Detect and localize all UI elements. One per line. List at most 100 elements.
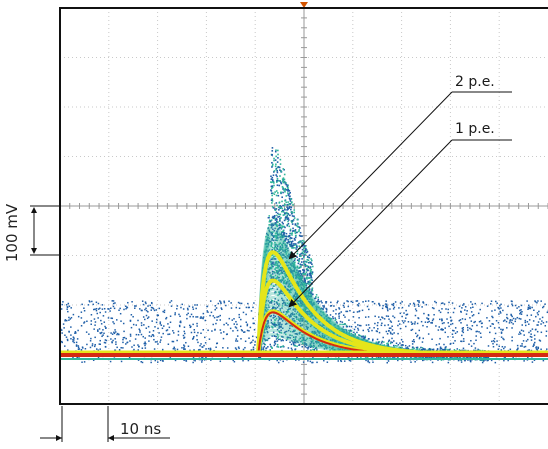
scatter-point	[430, 322, 432, 324]
scatter-point	[337, 360, 339, 362]
scatter-point	[301, 342, 304, 345]
scatter-point	[285, 330, 288, 333]
scatter-point	[272, 265, 274, 268]
scatter-point	[323, 336, 325, 339]
scatter-point	[291, 288, 293, 291]
scatter-point	[449, 348, 451, 351]
scatter-point	[315, 327, 317, 330]
scatter-point	[456, 331, 459, 333]
scatter-point	[343, 302, 345, 305]
scatter-point	[150, 301, 153, 304]
scatter-point	[293, 338, 295, 341]
scatter-point	[388, 318, 390, 320]
scatter-point	[304, 292, 307, 295]
scatter-point	[289, 234, 291, 237]
scatter-point	[285, 311, 288, 313]
scatter-point	[297, 318, 300, 320]
scatter-point	[280, 182, 283, 185]
scatter-point	[303, 271, 305, 273]
scatter-point	[305, 283, 307, 285]
scatter-point	[328, 346, 331, 349]
scatter-point	[280, 332, 283, 334]
scatter-point	[292, 265, 295, 268]
scatter-point	[301, 345, 304, 348]
scatter-point	[104, 339, 107, 341]
scatter-point	[114, 349, 116, 351]
scatter-point	[470, 345, 473, 347]
scatter-point	[270, 181, 273, 184]
scatter-point	[95, 348, 98, 350]
scatter-point	[375, 330, 378, 332]
scatter-point	[268, 249, 271, 251]
scatter-point	[83, 310, 86, 312]
scatter-point	[463, 340, 465, 342]
scatter-point	[277, 322, 279, 324]
scatter-point	[187, 345, 190, 348]
scatter-point	[202, 317, 204, 320]
scatter-point	[157, 343, 159, 345]
scatter-point	[288, 283, 290, 286]
scatter-point	[427, 317, 430, 320]
scatter-point	[279, 290, 282, 293]
scatter-point	[458, 305, 461, 308]
scatter-point	[183, 330, 186, 333]
scatter-point	[464, 318, 467, 321]
scatter-point	[301, 252, 303, 255]
scatter-point	[469, 327, 471, 330]
scatter-point	[109, 310, 111, 312]
scatter-point	[263, 329, 265, 332]
scatter-point	[151, 307, 154, 309]
scatter-point	[510, 314, 513, 317]
scatter-point	[320, 336, 323, 339]
scatter-point	[156, 318, 158, 321]
scatter-point	[393, 346, 395, 348]
scatter-point	[365, 324, 368, 326]
scatter-point	[280, 247, 283, 249]
scatter-point	[128, 356, 131, 359]
scatter-point	[270, 219, 273, 221]
scatter-point	[280, 270, 283, 272]
scatter-point	[283, 232, 285, 234]
scatter-point	[279, 158, 282, 161]
scatter-point	[309, 345, 312, 347]
scatter-point	[238, 313, 240, 316]
scatter-point	[282, 278, 285, 280]
scatter-point	[427, 348, 430, 351]
scatter-point	[385, 306, 388, 309]
scatter-point	[276, 328, 279, 331]
scatter-point	[502, 347, 505, 350]
scatter-point	[298, 332, 301, 334]
scatter-point	[426, 317, 428, 319]
scatter-point	[301, 263, 303, 266]
scatter-point	[440, 347, 443, 350]
scatter-point	[158, 332, 160, 334]
scatter-point	[283, 189, 285, 191]
scatter-point	[280, 325, 282, 327]
scatter-point	[452, 329, 454, 332]
scatter-point	[174, 348, 176, 350]
scatter-point	[267, 271, 270, 273]
scatter-point	[287, 310, 290, 313]
scatter-point	[360, 324, 362, 327]
scatter-point	[270, 258, 273, 261]
scatter-point	[156, 361, 159, 363]
scatter-point	[290, 291, 292, 294]
scatter-point	[69, 318, 72, 320]
scatter-point	[318, 321, 320, 323]
scatter-point	[289, 307, 291, 310]
scatter-point	[393, 340, 395, 342]
scatter-point	[271, 224, 273, 226]
scatter-point	[268, 216, 270, 219]
scatter-point	[349, 330, 351, 332]
scatter-point	[142, 316, 145, 318]
scatter-point	[282, 336, 284, 338]
scatter-point	[434, 300, 436, 303]
scatter-point	[479, 320, 482, 322]
scatter-point	[321, 308, 324, 310]
scatter-point	[264, 243, 267, 245]
scatter-point	[265, 307, 268, 309]
scatter-point	[65, 304, 68, 306]
scatter-point	[294, 338, 297, 341]
scatter-point	[348, 329, 350, 332]
scatter-point	[284, 270, 286, 273]
